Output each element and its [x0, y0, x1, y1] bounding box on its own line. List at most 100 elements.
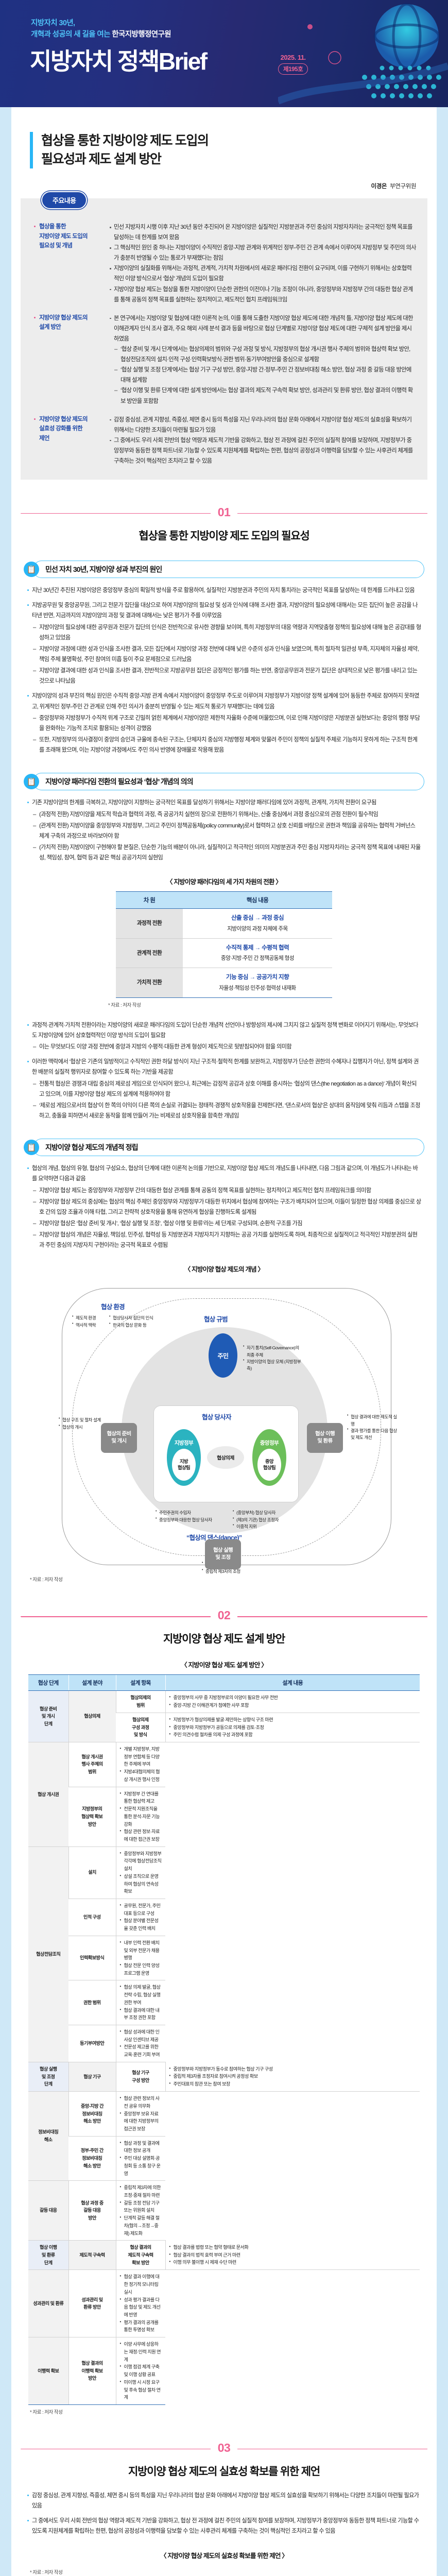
subsection-title: 지방이양 협상 제도의 개념적 정립: [45, 1143, 139, 1152]
item-cell: 협상 과정 중 갈등 대응 방안: [68, 2180, 116, 2241]
brief-title: 지방자치 정책Brief: [30, 48, 208, 75]
title-line-2: 필요성과 제도 설계 방안: [41, 151, 162, 166]
item-cell: 협상의제 구성 과정 및 방식: [116, 1713, 165, 1743]
bullet-item: 기존 지방이양의 한계를 극복하고, 지방이양이 지향하는 궁극적인 목표를 달…: [27, 798, 421, 808]
page-title: 협상을 통한 지방이양 제도 도입의 필요성과 제도 설계 방안: [30, 132, 448, 168]
detail-item: 이행 점검 체계 구축 및 이행 상황 공표: [120, 2363, 162, 2378]
section-number: 03: [217, 2441, 231, 2454]
bullet-item: 지방이양 협상 제도는 협상을 통한 지방이양이 단순한 권한의 이전이나 기능…: [109, 284, 416, 305]
detail-item: 협상 관련 정보·자료에 대한 접근권 보장: [120, 1828, 162, 1843]
transition-detail-text: 자율성·책임성·민주성·협력성 내재화: [219, 985, 296, 991]
detail-cell: 협상 결과를 법령 또는 협약 형태로 문서화협상 결과의 법적 효력 부여 근…: [165, 2240, 420, 2270]
diagram-note-item: (중앙부처) 협상 당사자: [233, 1509, 306, 1516]
detail-cell: 협상 결과 이행에 대한 정기적 모니터링 실시성과 평가 결과를 다음 협상 …: [115, 2269, 165, 2338]
sub-bullet-item: ‘제로섬 게임으로서의 협상’이 한 쪽의 이익이 다른 쪽의 손실로 귀결되는…: [27, 1100, 421, 1121]
detail-item: 협상 과정 및 결과에 대한 정보 공개: [120, 2140, 162, 2155]
sub-bullet-item: 지방이양 과정에 대한 성과 인식을 조사한 결과, 모든 집단에서 지방이양 …: [27, 644, 421, 665]
summary-row-body: 본 연구에서는 지방이양 및 협상에 대한 이론적 논의, 이를 통해 도출한 …: [109, 313, 416, 406]
table-row: 협상전담조직설치중앙정부와 지방정부 각각에 협상전담조직 설치상설 조직으로 …: [28, 1846, 420, 2062]
detail-item: 중앙정부와 지방정부 각각에 협상전담조직 설치: [120, 1850, 162, 1873]
item-cell: 협상의제의 범위: [115, 1690, 165, 1713]
detail-item: 평가 결과의 공개를 통한 투명성 확보: [120, 2319, 162, 2334]
area-cell: 갈등 대응: [28, 2180, 68, 2241]
detail-item: 미이행 시 시정 요구 및 후속 협상 절차 연계: [120, 2379, 162, 2401]
diagram-env-notes-a: 제도적 환경역사적 맥락: [72, 1314, 112, 1329]
column-header: 설계 항목: [115, 1674, 165, 1691]
item-cell: 지방정부의 협상력 확보 방안: [68, 1787, 116, 1847]
diagram-note-item: 제도적 환경: [72, 1314, 112, 1321]
detail-item: 상설 조직으로 운영하여 협상의 연속성 확보: [120, 1873, 162, 1895]
concept-diagram-note: * 자료 : 저자 작성: [30, 1577, 63, 1583]
clipboard-icon: 📋: [24, 562, 39, 578]
summary-row-body: 민선 지방자치 시행 이후 지난 30년 동안 추진되어 온 지방이양은 실질적…: [109, 222, 417, 305]
rule-right: [237, 513, 427, 514]
detail-item: 이행 의무 불이행 시 제재 수단 마련: [169, 2259, 417, 2266]
diagram-oval-local-government: 지방정부 지방 협상팀: [167, 1429, 201, 1486]
transition-arrow-text: 기능 중심 → 공공가치 지향: [226, 974, 289, 981]
sub-bullet-item: 또한, 지방정부의 의사결정이 중앙의 승인과 규율에 종속된 구조는, 단체자…: [27, 735, 421, 755]
item-cell: 성과관리 및 환류 방안: [68, 2269, 116, 2338]
detail-cell: 협상 성과에 대한 인사상 인센티브 제공전문성 제고를 위한 교육·훈련 기회…: [115, 2025, 165, 2062]
left-side-rail: [0, 107, 11, 2576]
detail-item: 협상 전문 인력 양성 프로그램 운영: [120, 1962, 162, 1977]
rule-left: [21, 2448, 211, 2450]
table-header-row: 차 원 핵심 내용: [116, 891, 332, 909]
diagram-implement-notes: 협상 결과에 대한 제도적 실행결과 평가를 통한 다음 협상 및 제도 개선: [347, 1413, 398, 1441]
sub-bullet-item: 전통적 협상은 경쟁과 대립 중심의 제로섬 게임으로 인식되어 왔으나, 최근…: [27, 1079, 421, 1099]
column-header: 설계 내용: [165, 1674, 420, 1691]
byline: 이경은 부연구위원: [0, 174, 448, 195]
summary-row-label: 협상을 통한 지방이양 제도 도입의 필요성 및 개념: [32, 222, 109, 305]
subsection-title: 지방이양 패러다임 전환의 필요성과 ‘협상’ 개념의 의의: [45, 777, 194, 786]
column-header: 설계 분야: [68, 1674, 116, 1691]
diagram-label-parties: 협상 당사자: [202, 1414, 231, 1421]
table-row: 동기부여방안협상 성과에 대한 인사상 인센티브 제공전문성 제고를 위한 교육…: [28, 2025, 420, 2062]
item-cell: 동기부여방안: [68, 2025, 116, 2062]
bullet-item: 이러한 맥락에서 ‘협상’은 기존의 일방적이고 수직적인 권한 하달 방식이 …: [27, 1057, 421, 1077]
central-negotiation-team: 중앙 협상팀: [257, 1448, 281, 1481]
area-cell: 이행력 확보: [28, 2337, 68, 2405]
area-cell: 협상전담조직: [28, 1846, 68, 2062]
sub-bullet-item: 중앙정부와 지방정부가 수직적 위계 구조로 긴밀히 얽힌 체계에서 지방이양은…: [27, 713, 421, 734]
right-side-rail: [437, 107, 448, 2576]
diagram-resident-notes: 자기 통치(Self-Governance)의 최종 주체지방이양의 협상 모체…: [243, 1344, 304, 1372]
masthead-decoration: [278, 0, 448, 107]
item-cell: 협상 결과의 제도적 구속력 확보 방안: [115, 2240, 165, 2270]
detail-cell: 개별 지방정부, 지방정부 연합체 등 다양한 주체에 부여지방4대협의체의 협…: [115, 1742, 165, 1787]
summary-row-label: 지방이양 협상 제도의 설계 방안: [32, 313, 109, 406]
item-cell: 중앙-지방 간 정보비대칭 해소 방안: [68, 2091, 116, 2137]
rule-right: [237, 1616, 427, 1617]
subsection-header-1-2: 📋 지방이양 패러다임 전환의 필요성과 ‘협상’ 개념의 의의: [24, 773, 424, 791]
sub-bullet-item: ‘협상 준비 및 개시 단계’에서는 협상의제의 범위와 구성 과정 및 방식,…: [109, 344, 416, 365]
detail-item: 전문적 지원조직을 통한 분석·자문 기능 강화: [120, 1805, 162, 1828]
bullet-item: 그 중에서도 우리 사회 전반의 협상 역량과 제도적 기반을 강화하고, 협상…: [109, 435, 416, 466]
item-cell: 협상 개시권 행사 주체의 범위: [68, 1742, 116, 1787]
section-03-header: 03 지방이양 협상 제도의 실효성 확보를 위한 제언: [21, 2441, 427, 2479]
dimension-cell: 관계적 전환: [116, 938, 183, 969]
paradigm-table-note: * 자료 : 저자 작성: [108, 1002, 141, 1008]
detail-item: 주민 의견수렴 절차를 의제 구성 과정에 포함: [169, 1731, 417, 1739]
bullet-item: 지방공무원 및 중앙공무원, 그리고 전문가 집단을 대상으로 하여 지방이양의…: [27, 600, 421, 621]
issue-date: 2025. 11.: [280, 54, 306, 61]
subsection-1-2-body-after: 과정적·관계적·가치적 전환이라는 지방이양의 새로운 패러다임의 도입이 단순…: [27, 1020, 421, 1121]
detail-item: 주민대표의 참관 또는 참여 보장: [169, 2080, 417, 2088]
proposal-table-title: 〈 지방이양 협상 제도의 실효성 확보를 위한 제언 〉: [160, 2552, 288, 2560]
detail-cell: 지방정부 간 연대를 통한 협상력 제고전문적 지원조직을 통한 분석·자문 기…: [115, 1787, 165, 1847]
dimension-cell: 가치적 전환: [116, 968, 183, 998]
design-table-title: 〈 지방이양 협상 제도 설계 방안 〉: [181, 1662, 268, 1669]
diagram-note-item: 협상의 개시: [59, 1423, 101, 1431]
diagram-note-item: 역사적 맥락: [72, 1321, 112, 1329]
sub-bullet-item: 이는 무엇보다도 이양 과정 전반에 중앙과 지방의 수평적·대등한 관계 형성…: [27, 1042, 421, 1052]
rule-right: [237, 2448, 427, 2450]
detail-item: 중앙정부 보유 자료에 대한 지방정부의 접근권 보장: [120, 2110, 162, 2133]
diagram-stage-execution: 협상 실행 및 조정: [205, 1539, 241, 1570]
detail-item: 단계적 갈등 해결 절차(협의→조정→중재) 제도화: [120, 2214, 162, 2237]
bullet-item: 감정 중심성, 관계 지향성, 즉흥성, 체면 중시 등의 특성을 지닌 우리나…: [109, 415, 416, 435]
sub-bullet-item: 지방이양 협상 제도의 중심에는 협상의 핵심 주체인 중앙정부와 지방정부가 …: [27, 1197, 421, 1217]
detail-item: 개별 지방정부, 지방정부 연합체 등 다양한 주체에 부여: [120, 1745, 162, 1768]
bullet-item: 감정 중심성, 관계 지향성, 즉흥성, 체면 중시 등의 특성을 지닌 우리나…: [27, 2490, 421, 2511]
